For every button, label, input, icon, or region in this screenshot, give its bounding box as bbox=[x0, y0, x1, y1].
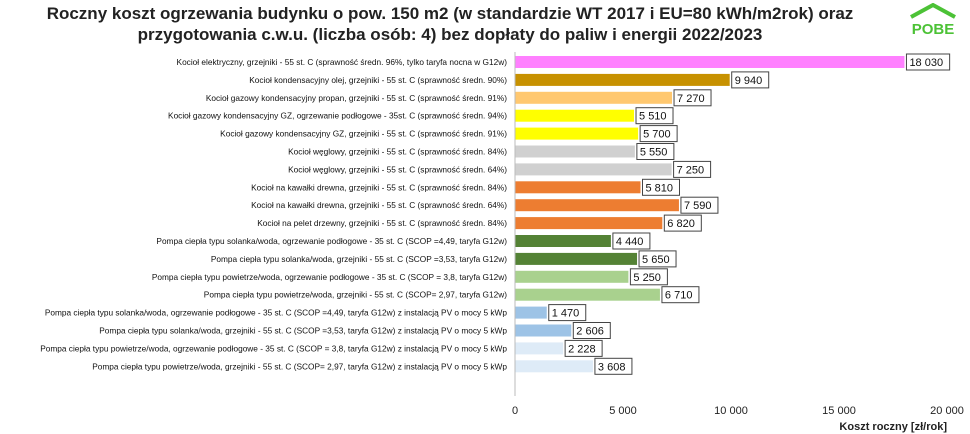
data-label: 6 710 bbox=[665, 290, 693, 302]
data-label: 7 270 bbox=[677, 93, 705, 105]
pobe-logo: POBE bbox=[910, 3, 956, 37]
category-label: Kocioł na pelet drzewny, grzejniki - 55 … bbox=[257, 218, 507, 228]
category-label: Pompa ciepła typu powietrze/woda, ogrzew… bbox=[152, 272, 507, 282]
data-label: 5 250 bbox=[633, 272, 661, 284]
data-label-box bbox=[663, 214, 702, 232]
bar bbox=[515, 73, 730, 86]
bar bbox=[515, 360, 593, 373]
data-label-box bbox=[638, 250, 677, 268]
data-label-box bbox=[641, 178, 680, 196]
data-label-box bbox=[661, 286, 700, 304]
category-label: Pompa ciepła typu solanka/woda, ogrzewan… bbox=[156, 236, 507, 246]
data-label-box bbox=[636, 143, 675, 160]
category-label: Kocioł elektryczny, grzejniki - 55 st. C… bbox=[177, 57, 508, 67]
svg-text:POBE: POBE bbox=[912, 21, 955, 37]
category-label: Kocioł węglowy, grzejniki - 55 st. C (sp… bbox=[288, 147, 507, 157]
data-label-box bbox=[680, 196, 719, 214]
category-label: Pompa ciepła typu solanka/woda, grzejnik… bbox=[211, 254, 507, 264]
data-label-box bbox=[629, 268, 668, 286]
category-label: Pompa ciepła typu solanka/woda, grzejnik… bbox=[99, 326, 507, 336]
data-label-box bbox=[905, 53, 951, 71]
category-label: Kocioł gazowy kondensacyjny GZ, grzejnik… bbox=[220, 129, 507, 139]
bar bbox=[515, 288, 660, 301]
data-label: 5 700 bbox=[643, 129, 671, 141]
bar bbox=[515, 217, 663, 230]
data-label-box bbox=[564, 339, 603, 357]
data-label-box bbox=[594, 357, 633, 375]
data-label: 7 250 bbox=[677, 164, 705, 176]
bar bbox=[515, 306, 547, 319]
data-label: 6 820 bbox=[667, 218, 695, 230]
data-label: 5 810 bbox=[645, 182, 673, 194]
data-label-box bbox=[673, 160, 712, 178]
data-label-box bbox=[673, 89, 712, 107]
bar bbox=[515, 324, 572, 337]
data-label-box bbox=[548, 304, 587, 322]
bar bbox=[515, 199, 679, 212]
category-label: Pompa ciepła typu solanka/woda, ogrzewan… bbox=[45, 308, 508, 318]
category-label: Pompa ciepła typu powietrze/woda, grzejn… bbox=[92, 361, 507, 371]
category-label: Pompa ciepła typu powietrze/woda, ogrzew… bbox=[40, 343, 507, 353]
x-tick-label: 0 bbox=[512, 405, 518, 417]
x-tick-label: 5 000 bbox=[609, 405, 637, 417]
chart-title-line2: przygotowania c.w.u. (liczba osób: 4) be… bbox=[137, 25, 763, 44]
bar bbox=[515, 252, 638, 265]
data-label: 7 590 bbox=[684, 200, 712, 212]
bar bbox=[515, 342, 564, 355]
data-label-box bbox=[639, 125, 678, 143]
data-label-box bbox=[572, 322, 611, 339]
category-label: Kocioł węglowy, grzejniki - 55 st. C (sp… bbox=[288, 164, 507, 174]
data-label: 5 650 bbox=[642, 254, 670, 266]
data-label: 18 030 bbox=[909, 57, 943, 69]
chart-title-line1: Roczny koszt ogrzewania budynku o pow. 1… bbox=[46, 4, 854, 23]
data-label: 5 550 bbox=[640, 147, 668, 159]
bar bbox=[515, 163, 672, 176]
bar bbox=[515, 109, 635, 122]
x-tick-label: 15 000 bbox=[822, 405, 856, 417]
data-label: 4 440 bbox=[616, 236, 644, 248]
bar bbox=[515, 56, 905, 68]
x-tick-label: 10 000 bbox=[714, 405, 748, 417]
data-label: 5 510 bbox=[639, 111, 667, 123]
category-label: Kocioł na kawałki drewna, grzejniki - 55… bbox=[251, 182, 507, 192]
x-tick-label: 20 000 bbox=[930, 405, 964, 417]
category-label: Kocioł na kawałki drewna, grzejniki - 55… bbox=[251, 200, 507, 210]
category-label: Kocioł gazowy kondensacyjny propan, grze… bbox=[206, 93, 507, 103]
data-label: 2 228 bbox=[568, 343, 596, 355]
bar bbox=[515, 145, 635, 158]
data-label: 2 606 bbox=[576, 326, 604, 338]
data-label-box bbox=[731, 71, 770, 89]
data-label: 1 470 bbox=[552, 308, 580, 320]
data-label: 3 608 bbox=[598, 361, 626, 373]
bar bbox=[515, 91, 673, 104]
data-label-box bbox=[635, 107, 674, 125]
bar bbox=[515, 181, 641, 194]
bar bbox=[515, 127, 639, 140]
data-label: 9 940 bbox=[735, 75, 763, 87]
category-label: Kocioł kondensacyjny olej, grzejniki - 5… bbox=[249, 75, 507, 85]
x-axis-label: Koszt roczny [zł/rok] bbox=[839, 421, 947, 433]
category-label: Pompa ciepła typu powietrze/woda, grzejn… bbox=[204, 290, 507, 300]
bar bbox=[515, 270, 629, 283]
category-label: Kocioł gazowy kondensacyjny GZ, ogrzewan… bbox=[168, 111, 507, 121]
bar bbox=[515, 235, 611, 247]
data-label-box bbox=[612, 232, 651, 250]
